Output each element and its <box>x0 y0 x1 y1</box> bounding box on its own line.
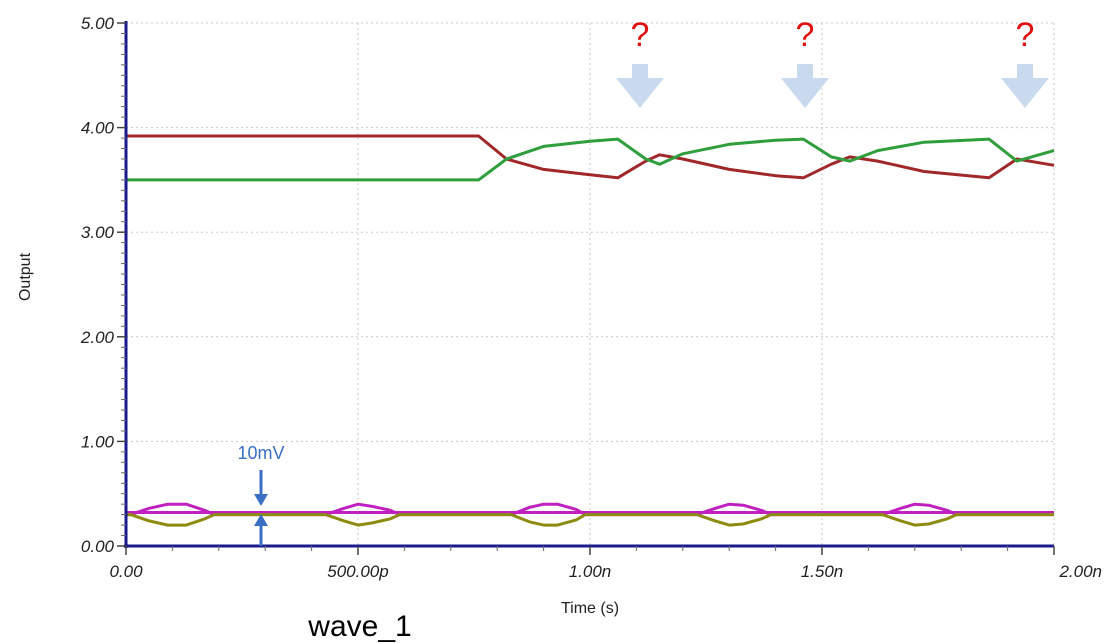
series-line-1 <box>126 134 1055 180</box>
y-tick-label: 2.00 <box>80 328 115 347</box>
x-tick-label: 1.50n <box>801 562 844 581</box>
axes <box>124 21 1054 548</box>
x-tick-label: 2.00n <box>1058 562 1102 581</box>
arrow-down-icon <box>254 470 268 506</box>
y-tick-label: 4.00 <box>81 119 115 138</box>
series-layer <box>126 134 1055 527</box>
y-tick-label: 5.00 <box>81 14 115 33</box>
x-axis-title: Time (s) <box>561 600 619 617</box>
x-tick-label: 500.00p <box>327 562 388 581</box>
x-tick-label: 1.00n <box>569 562 612 581</box>
caption: wave_1 <box>307 610 411 643</box>
question-mark-1: ? <box>631 16 650 54</box>
ticks: 0.00 1.00 2.00 3.00 4.00 5.00 0.00 500.00p 1.00n… <box>80 14 1102 581</box>
y-tick-label: 1.00 <box>81 432 115 451</box>
down-arrow-icon <box>1001 64 1049 108</box>
down-arrow-icon <box>781 64 829 108</box>
arrow-up-icon <box>254 514 268 546</box>
y-tick-label: 0.00 <box>81 537 115 556</box>
question-mark-3: ? <box>1016 16 1035 54</box>
annotations: ? ? ? 10mV <box>237 16 1049 546</box>
series-line-5 <box>126 513 1054 527</box>
y-axis-title: Output <box>17 252 34 301</box>
grid <box>126 22 1055 546</box>
series-line-2 <box>126 137 1055 182</box>
y-tick-label: 3.00 <box>81 223 115 242</box>
offset-label: 10mV <box>237 443 284 463</box>
x-tick-label: 0.00 <box>109 562 143 581</box>
down-arrow-icon <box>616 64 664 108</box>
question-mark-2: ? <box>796 16 815 54</box>
